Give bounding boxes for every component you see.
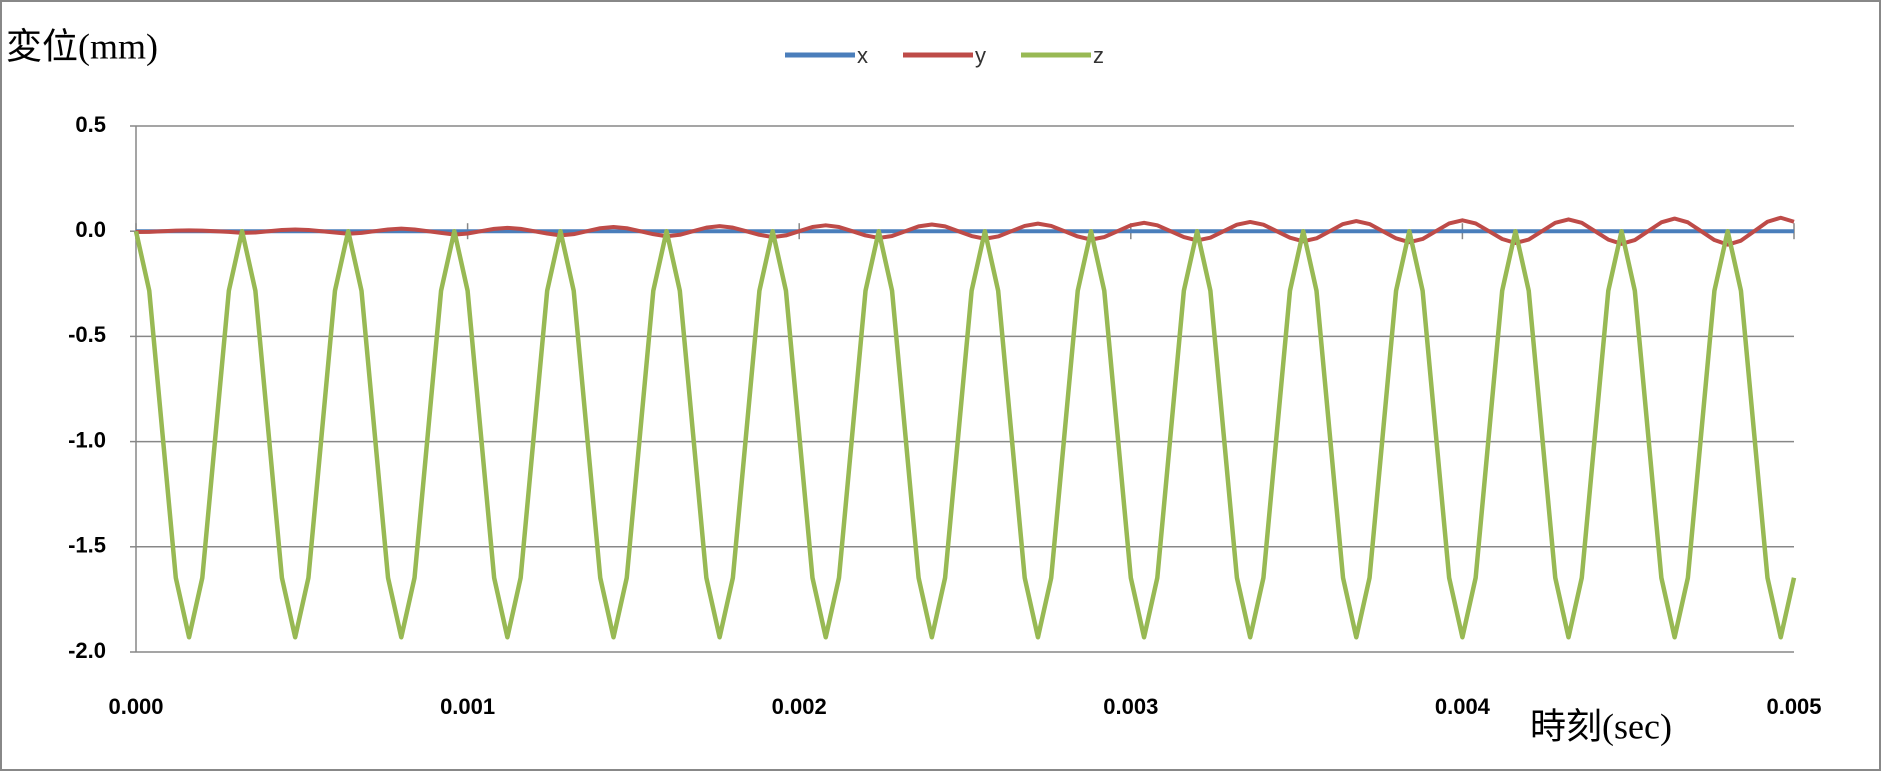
x-axis-title: 時刻(sec) <box>1530 706 1672 746</box>
y-tick-label: 0.0 <box>75 217 106 242</box>
x-tick-label: 0.003 <box>1103 694 1158 719</box>
legend-label: z <box>1093 43 1104 68</box>
y-tick-label: -0.5 <box>68 322 106 347</box>
x-tick-label: 0.000 <box>108 694 163 719</box>
y-tick-label: -1.5 <box>68 533 106 558</box>
x-tick-label: 0.001 <box>440 694 495 719</box>
y-tick-label: -2.0 <box>68 638 106 663</box>
legend-label: y <box>975 43 986 68</box>
y-axis-title: 変位(mm) <box>6 26 158 66</box>
x-tick-label: 0.002 <box>772 694 827 719</box>
x-tick-label: 0.005 <box>1766 694 1821 719</box>
x-tick-label: 0.004 <box>1435 694 1491 719</box>
y-tick-label: 0.5 <box>75 112 106 137</box>
legend-label: x <box>857 43 868 68</box>
y-tick-label: -1.0 <box>68 427 106 452</box>
series-line <box>133 228 1797 640</box>
